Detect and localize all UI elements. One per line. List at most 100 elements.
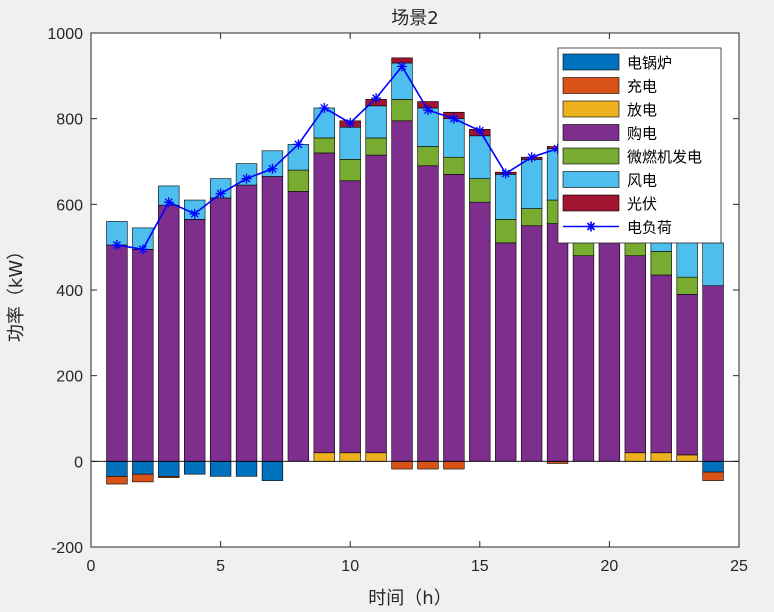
bar-segment: [469, 201, 491, 462]
bar-segment: [417, 146, 439, 167]
bar-segment: [520, 208, 543, 227]
legend-label: 电负荷: [627, 219, 672, 237]
bar-segment: [650, 274, 672, 454]
line-point: [397, 61, 408, 72]
legend-label: 放电: [627, 101, 657, 119]
bar-segment: [365, 154, 387, 454]
line-point: [215, 188, 226, 199]
legend-swatch: [562, 100, 620, 118]
bar-segment: [624, 452, 646, 462]
legend-line-sample: [563, 221, 619, 232]
legend-swatch: [562, 147, 620, 165]
bar-segment: [365, 452, 387, 462]
line-point: [293, 139, 304, 150]
bar-segment: [106, 244, 128, 462]
bar-segment: [702, 471, 724, 481]
bar-segment: [520, 225, 543, 462]
bar-segment: [572, 255, 595, 462]
bar-segment: [443, 118, 465, 158]
bar-segment: [313, 152, 335, 454]
y-tick-label: 1000: [47, 26, 83, 43]
y-tick-label: 400: [56, 283, 83, 300]
bar-segment: [598, 238, 621, 462]
bar-segment: [184, 461, 206, 475]
bar-segment: [106, 476, 128, 485]
bar-segment: [443, 461, 465, 470]
bar-segment: [132, 461, 154, 475]
bar-segment: [261, 176, 284, 462]
bar-segment: [339, 180, 361, 454]
bar-segment: [287, 191, 310, 462]
legend-label: 充电: [627, 78, 657, 96]
bar-segment: [339, 126, 361, 160]
bar-segment: [495, 242, 517, 462]
x-axis-label: 时间（h）: [368, 588, 451, 609]
bar-segment: [676, 276, 698, 295]
legend-swatch: [562, 124, 620, 141]
line-point: [526, 152, 537, 163]
bar-segment: [495, 219, 517, 244]
bar-segment: [676, 293, 698, 456]
x-tick-label: 0: [87, 558, 96, 575]
line-point: [267, 163, 278, 174]
x-tick-label: 25: [730, 558, 748, 575]
line-point: [371, 93, 382, 104]
bar-segment: [287, 169, 310, 192]
bar-segment: [158, 476, 180, 478]
bar-segment: [313, 452, 335, 462]
legend-swatch: [562, 77, 620, 94]
line-point: [448, 113, 459, 124]
bar-segment: [184, 219, 206, 462]
bar-segment: [158, 461, 180, 477]
legend-label: 购电: [627, 125, 657, 143]
line-point: [241, 173, 252, 184]
bar-segment: [676, 454, 698, 462]
legend-label: 光伏: [627, 195, 657, 213]
bar-segment: [158, 204, 180, 462]
line-point: [137, 244, 148, 255]
line-point: [500, 168, 511, 179]
bar-segment: [235, 461, 258, 477]
legend-label: 风电: [627, 172, 657, 190]
bar-segment: [235, 184, 258, 462]
bar-segment: [702, 242, 724, 287]
bar-segment: [132, 473, 154, 483]
x-tick-label: 15: [471, 558, 489, 575]
plot-border: [90, 32, 740, 548]
legend-label: 电锅炉: [627, 54, 672, 72]
bar-segment: [339, 452, 361, 462]
bar-segment: [702, 461, 724, 473]
bar-segment: [443, 174, 465, 462]
bar-segment: [624, 255, 646, 454]
bar-segment: [261, 461, 284, 481]
legend-swatch: [562, 194, 620, 212]
line-point: [319, 102, 330, 113]
legend-swatch: [562, 53, 620, 71]
bar-segment: [365, 105, 387, 139]
bar-segment: [495, 174, 517, 220]
bars-layer: [106, 57, 724, 485]
bar-segment: [417, 165, 439, 462]
line-point: [345, 117, 356, 128]
bar-segment: [365, 137, 387, 156]
bar-segment: [546, 223, 569, 462]
bar-segment: [702, 285, 724, 462]
bar-segment: [443, 156, 465, 175]
bar-segment: [650, 251, 672, 276]
bar-segment: [417, 461, 439, 470]
bar-segment: [106, 461, 128, 477]
x-tick-label: 20: [601, 558, 619, 575]
legend-label: 微燃机发电: [627, 148, 702, 166]
y-tick-label: 200: [56, 369, 83, 386]
bar-segment: [391, 461, 413, 470]
x-tick-label: 5: [216, 558, 225, 575]
bar-segment: [313, 137, 335, 154]
y-tick-label: 0: [74, 454, 83, 471]
line-point: [474, 125, 485, 136]
bar-segment: [391, 120, 413, 462]
x-tick-label: 10: [341, 558, 359, 575]
line-point: [189, 208, 200, 219]
